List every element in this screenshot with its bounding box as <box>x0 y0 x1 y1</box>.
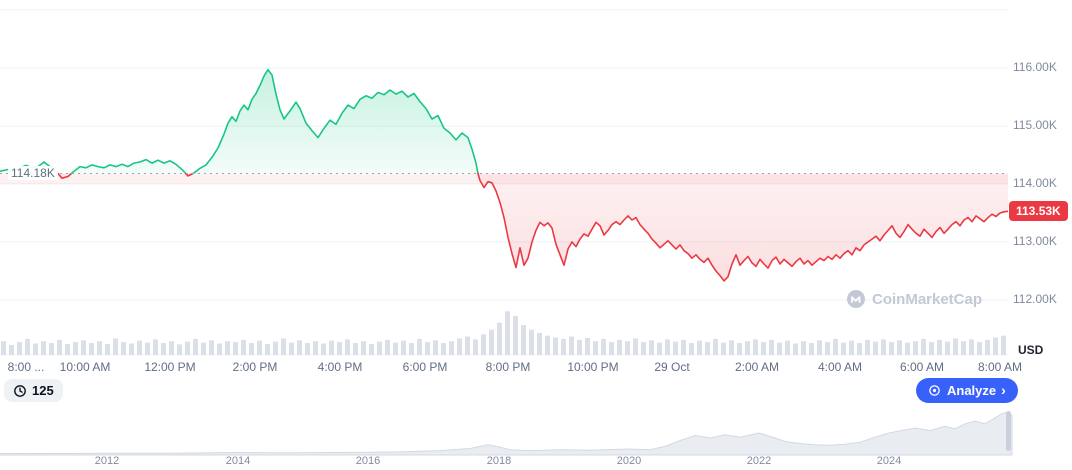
currency-label: USD <box>1018 343 1044 357</box>
year-label: 2024 <box>876 455 902 467</box>
range-selector-chart[interactable] <box>0 406 1016 456</box>
price-line-up <box>192 68 479 175</box>
range-handle-right[interactable] <box>1006 411 1011 451</box>
price-line-down <box>57 172 73 179</box>
price-line-down <box>185 172 194 177</box>
coinmarketcap-logo-icon <box>847 290 865 308</box>
history-count-label: 125 <box>32 383 54 398</box>
analyze-label: Analyze <box>947 383 997 398</box>
y-axis-label: 115.00K <box>1013 118 1057 132</box>
x-axis-label: 10:00 PM <box>567 360 619 374</box>
watermark: CoinMarketCap <box>846 289 982 309</box>
x-axis-label: 6:00 PM <box>402 360 448 374</box>
year-label: 2018 <box>486 455 512 467</box>
y-axis-label: 116.00K <box>1013 60 1057 74</box>
price-area-up <box>192 69 479 174</box>
x-axis-label: 8:00 PM <box>485 360 531 374</box>
history-count-button[interactable]: 125 <box>4 379 63 402</box>
baseline-price-label: 114.18K <box>8 166 58 180</box>
year-label: 2014 <box>225 455 251 467</box>
current-price-badge: 113.53K <box>1009 201 1068 221</box>
price-line-down <box>477 172 1008 282</box>
analyze-icon <box>928 384 941 397</box>
y-axis-label: 114.00K <box>1013 176 1057 190</box>
history-clock-icon <box>14 384 26 397</box>
y-axis-label: 112.00K <box>1013 292 1057 306</box>
main-price-chart[interactable] <box>0 0 1008 356</box>
x-axis-label: 6:00 AM <box>899 360 945 374</box>
history-area <box>0 411 1013 456</box>
analyze-button[interactable]: Analyze › <box>916 378 1018 403</box>
chevron-right-icon: › <box>1001 382 1006 398</box>
x-axis-label: 4:00 PM <box>317 360 363 374</box>
year-label: 2012 <box>94 455 120 467</box>
x-axis-label: 2:00 AM <box>734 360 780 374</box>
x-axis-label: 12:00 PM <box>144 360 196 374</box>
year-label: 2020 <box>616 455 642 467</box>
x-axis-label: 4:00 AM <box>817 360 863 374</box>
y-axis-label: 113.00K <box>1013 234 1057 248</box>
price-line-up <box>70 158 187 175</box>
x-axis-label: 8:00 ... <box>7 360 45 374</box>
price-area-down <box>478 173 1008 281</box>
x-axis-label: 2:00 PM <box>232 360 278 374</box>
year-label: 2022 <box>746 455 772 467</box>
x-axis-label: 8:00 AM <box>977 360 1023 374</box>
x-axis-label: 29 Oct <box>654 360 690 374</box>
x-axis-label: 10:00 AM <box>59 360 111 374</box>
year-label: 2016 <box>355 455 381 467</box>
watermark-text: CoinMarketCap <box>872 290 983 308</box>
volume-bars <box>1 311 1006 355</box>
